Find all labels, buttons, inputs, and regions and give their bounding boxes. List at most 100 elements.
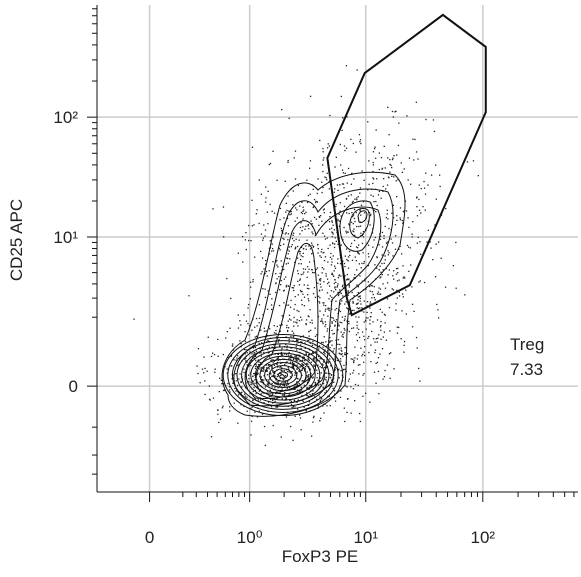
event-dot <box>435 243 437 245</box>
event-dot <box>343 145 346 147</box>
event-dot <box>302 268 305 270</box>
event-dot <box>373 286 375 288</box>
event-dot <box>328 180 330 183</box>
event-dot <box>235 373 237 375</box>
event-dot <box>290 246 292 248</box>
event-dot <box>332 224 334 226</box>
event-dot <box>241 391 243 393</box>
event-dot <box>259 399 262 401</box>
event-dot <box>262 370 264 372</box>
event-dot <box>339 263 342 265</box>
event-dot <box>299 278 301 280</box>
event-dot <box>260 352 262 354</box>
event-dot <box>329 114 331 117</box>
event-dot <box>236 357 238 359</box>
event-dot <box>252 390 254 393</box>
event-dot <box>299 279 301 281</box>
event-dot <box>314 396 316 398</box>
event-dot <box>346 258 348 261</box>
event-dot <box>277 357 280 359</box>
event-dot <box>347 278 349 281</box>
event-dot <box>258 342 260 344</box>
event-dot <box>293 399 296 401</box>
event-dot <box>272 150 274 152</box>
event-dot <box>257 403 259 405</box>
event-dot <box>290 211 292 213</box>
event-dot <box>312 376 314 378</box>
event-dot <box>319 366 321 368</box>
event-dot <box>367 244 370 246</box>
event-dot <box>288 210 290 212</box>
event-dot <box>346 386 348 388</box>
event-dot <box>326 345 328 347</box>
event-dot <box>316 267 319 269</box>
event-dot <box>393 270 395 272</box>
event-dot <box>349 280 351 282</box>
event-dot <box>356 358 358 360</box>
event-dot <box>334 166 336 168</box>
event-dot <box>263 369 265 371</box>
event-dot <box>365 319 367 321</box>
event-dot <box>308 335 310 337</box>
event-dot <box>269 240 271 242</box>
event-dot <box>416 197 418 199</box>
event-dot <box>378 168 380 171</box>
event-dot <box>358 225 360 228</box>
event-dot <box>385 242 388 244</box>
event-dot <box>294 372 297 375</box>
event-dot <box>353 277 355 279</box>
event-dot <box>387 274 389 276</box>
event-dot <box>287 249 289 251</box>
event-dot <box>254 352 256 354</box>
event-dot <box>356 199 358 201</box>
event-dot <box>310 329 312 331</box>
event-dot <box>290 400 292 402</box>
event-dot <box>326 367 328 369</box>
event-dot <box>322 147 324 150</box>
event-dot <box>329 244 331 246</box>
event-dot <box>243 314 245 316</box>
event-dot <box>235 390 237 392</box>
event-dot <box>344 352 346 354</box>
event-dot <box>399 245 401 247</box>
event-dot <box>368 285 371 288</box>
event-dot <box>287 262 289 264</box>
event-dot <box>354 383 357 386</box>
event-dot <box>295 360 297 362</box>
event-dot <box>420 253 422 255</box>
event-dot <box>389 330 391 332</box>
event-dot <box>324 349 326 351</box>
event-dot <box>334 237 336 239</box>
event-dot <box>318 345 321 347</box>
event-dot <box>320 286 322 288</box>
event-dot <box>298 320 301 322</box>
event-dot <box>289 357 292 359</box>
event-dot <box>344 303 346 305</box>
event-dot <box>270 359 272 362</box>
event-dot <box>358 373 360 375</box>
event-dot <box>261 379 264 381</box>
event-dot <box>373 297 375 299</box>
event-dot <box>338 213 340 215</box>
event-dot <box>354 274 356 276</box>
event-dot <box>334 267 337 269</box>
event-dot <box>339 291 341 294</box>
event-dot <box>315 351 317 353</box>
event-dot <box>434 224 436 226</box>
event-dot <box>300 366 302 368</box>
event-dot <box>291 330 293 332</box>
event-dot <box>412 221 414 223</box>
event-dot <box>356 284 358 286</box>
event-dot <box>297 273 299 275</box>
event-dot <box>248 334 250 336</box>
event-dot <box>342 295 344 297</box>
event-dot <box>353 208 356 211</box>
event-dot <box>312 421 314 423</box>
event-dot <box>212 397 215 399</box>
event-dot <box>323 157 325 159</box>
event-dot <box>370 284 372 287</box>
event-dot <box>337 291 339 294</box>
event-dot <box>296 309 298 312</box>
event-dot <box>262 239 264 241</box>
event-dot <box>304 359 306 361</box>
